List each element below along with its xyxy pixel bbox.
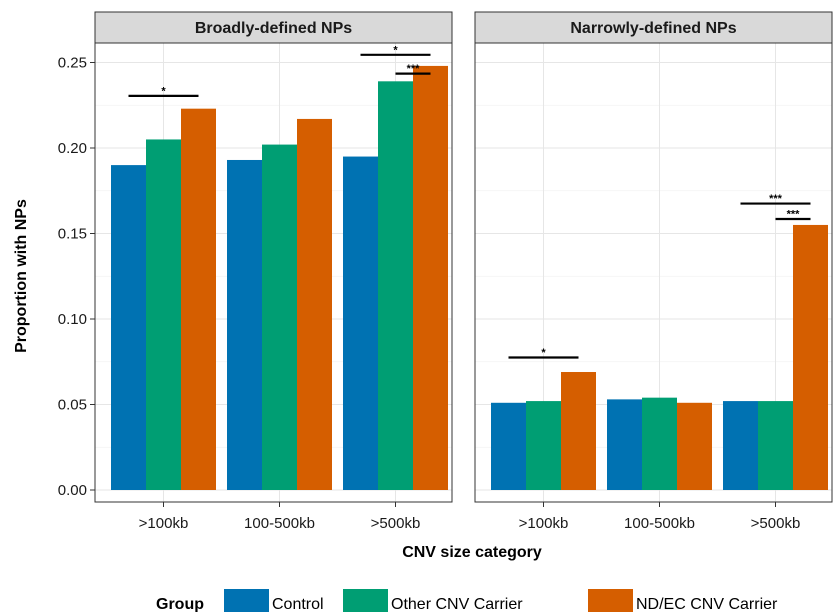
y-tick-label: 0.05 — [58, 397, 87, 414]
y-tick-label: 0.20 — [58, 140, 87, 157]
panel-2: Narrowly-defined NPs*******>100kb 100-500… — [474, 11, 833, 532]
legend: Group Control Other CNV Carrier ND/EC CNV … — [156, 589, 778, 612]
bar-other-cnv-carrier — [642, 397, 677, 490]
y-tick-label: 0.25 — [58, 55, 87, 72]
bar-nd-ec-cnv-carrier — [677, 402, 712, 490]
x-tick-label: >100kb — [139, 515, 189, 532]
bar-nd-ec-cnv-carrier — [297, 118, 332, 491]
panel-title: Narrowly-defined NPs — [570, 20, 736, 37]
x-tick-label: >500kb — [751, 515, 801, 532]
legend-label: Other CNV Carrier — [391, 596, 523, 612]
x-tick-label: >100kb — [519, 515, 569, 532]
legend-title: Group — [156, 596, 204, 612]
x-axis-title: CNV size category — [402, 544, 542, 561]
legend-key-control — [224, 589, 269, 612]
legend-key-nd-ec-cnv-carrier — [588, 589, 633, 612]
significance-label: *** — [769, 193, 783, 205]
panel-1: Broadly-defined NPs*****>100kb 100-500kb >… — [94, 11, 453, 532]
significance-label: *** — [407, 63, 421, 75]
bar-nd-ec-cnv-carrier — [413, 65, 448, 491]
bar-other-cnv-carrier — [146, 139, 181, 490]
x-tick-label: 100-500kb — [244, 515, 315, 532]
bar-control — [491, 402, 526, 490]
bar-other-cnv-carrier — [378, 81, 413, 490]
bar-control — [227, 159, 262, 490]
bar-other-cnv-carrier — [262, 144, 297, 490]
panel-strip — [474, 11, 833, 44]
bar-control — [343, 156, 378, 491]
panel-border — [94, 42, 453, 503]
bar-control — [607, 399, 642, 490]
legend-label: ND/EC CNV Carrier — [636, 596, 778, 612]
x-tick-label: >500kb — [371, 515, 421, 532]
bar-nd-ec-cnv-carrier — [181, 108, 216, 491]
bar-control — [111, 165, 146, 490]
bar-other-cnv-carrier — [526, 401, 561, 490]
y-tick-label: 0.15 — [58, 226, 87, 243]
significance-label: * — [393, 44, 398, 56]
significance-label: *** — [787, 208, 801, 220]
legend-key-other-cnv-carrier — [343, 589, 388, 612]
bar-other-cnv-carrier — [758, 401, 793, 490]
y-axis-title: Proportion with NPs — [13, 199, 30, 353]
panels-layer: Broadly-defined NPs*****>100kb 100-500kb >… — [94, 11, 833, 532]
y-tick-label: 0.00 — [58, 482, 87, 499]
panel-strip — [94, 11, 453, 44]
legend-label: Control — [272, 596, 324, 612]
panel-title: Broadly-defined NPs — [195, 20, 352, 37]
bar-control — [723, 401, 758, 490]
bar-nd-ec-cnv-carrier — [793, 224, 828, 490]
y-tick-label: 0.10 — [58, 311, 87, 328]
significance-label: * — [541, 347, 546, 359]
y-axis: 0.00 0.05 0.10 0.15 0.20 0.25 — [58, 55, 95, 499]
significance-label: * — [161, 85, 166, 97]
panel-border — [474, 42, 833, 503]
bar-nd-ec-cnv-carrier — [561, 372, 596, 490]
x-tick-label: 100-500kb — [624, 515, 695, 532]
